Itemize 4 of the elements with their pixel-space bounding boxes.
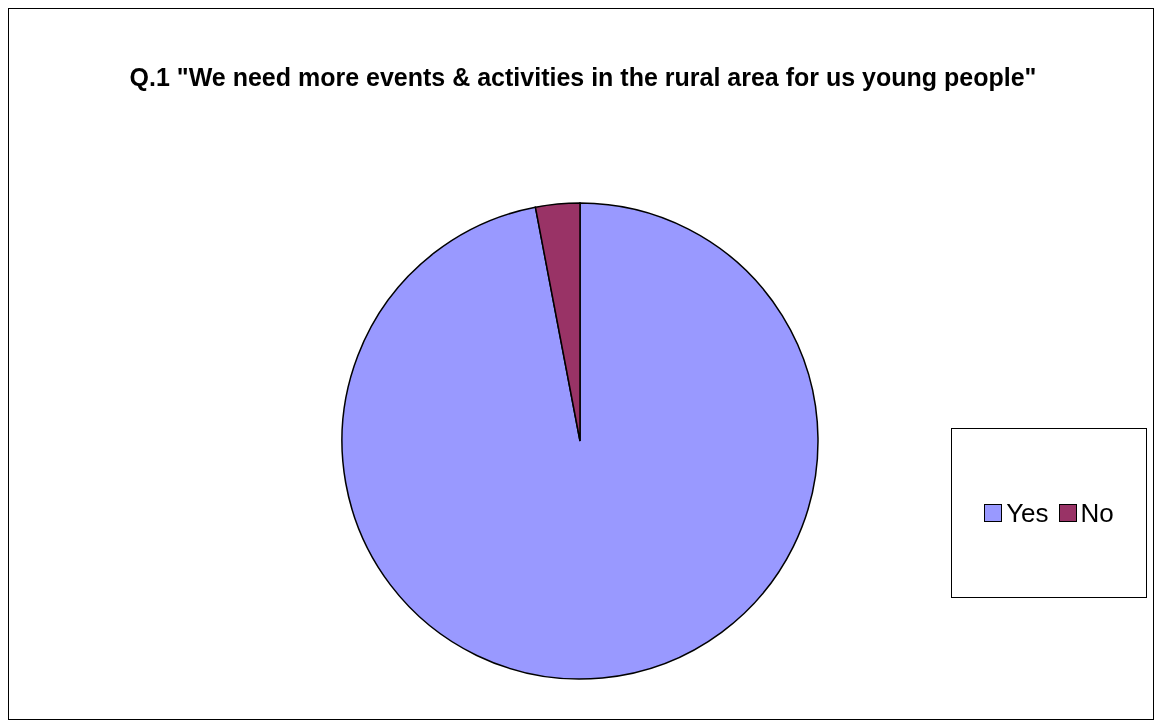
- legend-label: No: [1080, 497, 1114, 529]
- legend-label: Yes: [1006, 497, 1049, 529]
- chart-title: Q.1 "We need more events & activities in the rural area for us young people": [128, 62, 1038, 93]
- pie-slice: [341, 202, 819, 680]
